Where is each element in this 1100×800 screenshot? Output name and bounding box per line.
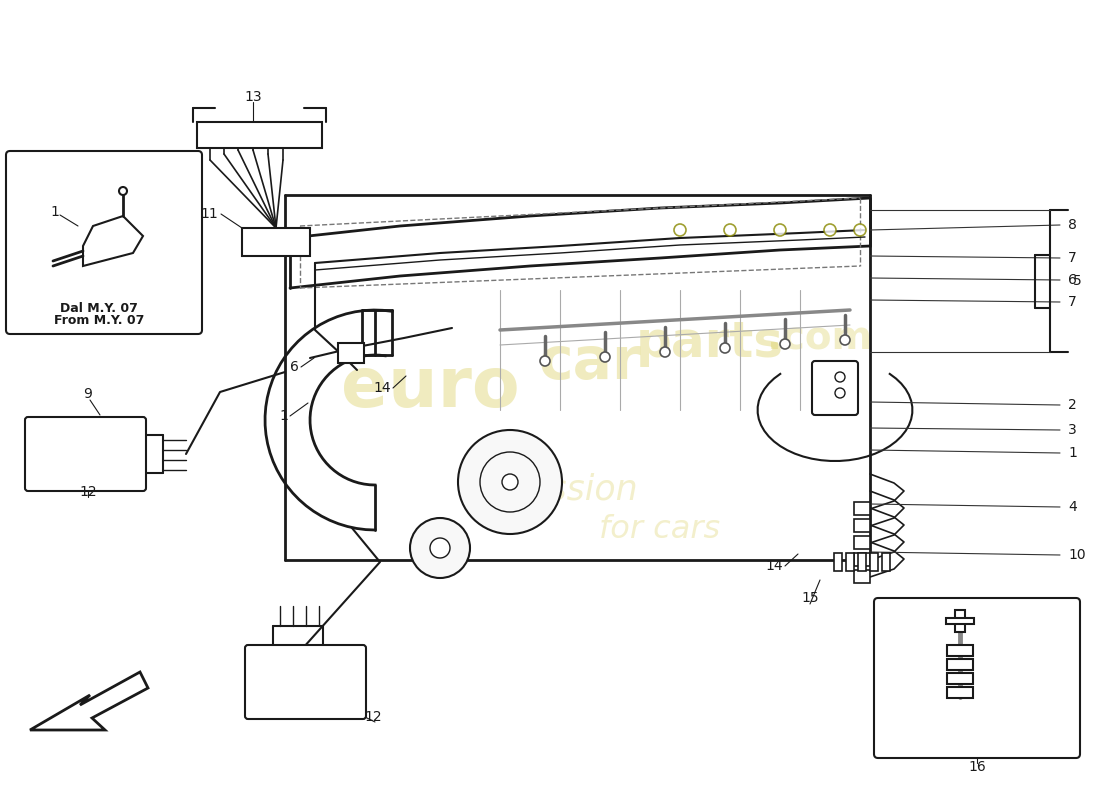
Text: .com: .com: [768, 319, 872, 357]
Text: 14: 14: [766, 559, 783, 573]
Text: 8: 8: [1068, 218, 1077, 232]
Circle shape: [119, 187, 126, 195]
Circle shape: [458, 430, 562, 534]
Bar: [946, 618, 974, 624]
Circle shape: [780, 339, 790, 349]
Circle shape: [774, 224, 786, 236]
FancyBboxPatch shape: [874, 598, 1080, 758]
Text: a passion: a passion: [473, 473, 637, 507]
Text: 3: 3: [1068, 423, 1077, 437]
Circle shape: [540, 356, 550, 366]
Text: 12: 12: [364, 710, 382, 724]
Bar: [854, 570, 870, 583]
Bar: [947, 659, 974, 670]
Text: 14: 14: [373, 381, 390, 395]
Bar: [854, 502, 870, 515]
Circle shape: [824, 224, 836, 236]
Text: 7: 7: [1068, 251, 1077, 265]
Text: 13: 13: [244, 90, 262, 104]
Text: 9: 9: [84, 387, 92, 401]
Text: parts: parts: [636, 319, 784, 367]
Bar: [947, 645, 974, 656]
Circle shape: [502, 474, 518, 490]
Circle shape: [720, 343, 730, 353]
Circle shape: [410, 518, 470, 578]
FancyBboxPatch shape: [245, 645, 366, 719]
Circle shape: [835, 372, 845, 382]
Text: 2: 2: [1068, 398, 1077, 412]
Circle shape: [854, 224, 866, 236]
Circle shape: [674, 224, 686, 236]
Bar: [870, 553, 878, 571]
Circle shape: [480, 452, 540, 512]
Text: 15: 15: [801, 591, 818, 605]
Text: 7: 7: [1068, 295, 1077, 309]
Text: 6: 6: [290, 360, 299, 374]
Text: 1: 1: [279, 409, 288, 423]
Bar: [338, 343, 364, 363]
Circle shape: [835, 388, 845, 398]
FancyBboxPatch shape: [25, 417, 146, 491]
FancyBboxPatch shape: [6, 151, 202, 334]
Bar: [858, 553, 866, 571]
Circle shape: [600, 352, 610, 362]
Text: euro: euro: [341, 354, 519, 422]
Circle shape: [840, 335, 850, 345]
Text: 1: 1: [51, 205, 59, 219]
Text: 6: 6: [1068, 273, 1077, 287]
Bar: [955, 610, 965, 632]
Text: 4: 4: [1068, 500, 1077, 514]
Bar: [854, 519, 870, 532]
Text: 12: 12: [79, 485, 97, 499]
Text: 10: 10: [1068, 548, 1086, 562]
Bar: [197, 122, 322, 148]
Text: 5: 5: [1072, 274, 1081, 288]
Circle shape: [430, 538, 450, 558]
Circle shape: [660, 347, 670, 357]
FancyBboxPatch shape: [242, 228, 310, 256]
Bar: [846, 553, 854, 571]
Bar: [854, 536, 870, 549]
Bar: [947, 673, 974, 684]
Polygon shape: [30, 672, 148, 730]
Bar: [854, 553, 870, 566]
Polygon shape: [82, 216, 143, 266]
Circle shape: [724, 224, 736, 236]
Text: 11: 11: [200, 207, 218, 221]
Bar: [882, 553, 890, 571]
Text: 16: 16: [968, 760, 986, 774]
Text: From M.Y. 07: From M.Y. 07: [54, 314, 144, 326]
Bar: [947, 687, 974, 698]
Text: car: car: [539, 334, 641, 391]
Bar: [834, 553, 842, 571]
Text: for cars: for cars: [600, 514, 720, 546]
Text: Dal M.Y. 07: Dal M.Y. 07: [60, 302, 138, 314]
Text: 1: 1: [1068, 446, 1077, 460]
FancyBboxPatch shape: [812, 361, 858, 415]
